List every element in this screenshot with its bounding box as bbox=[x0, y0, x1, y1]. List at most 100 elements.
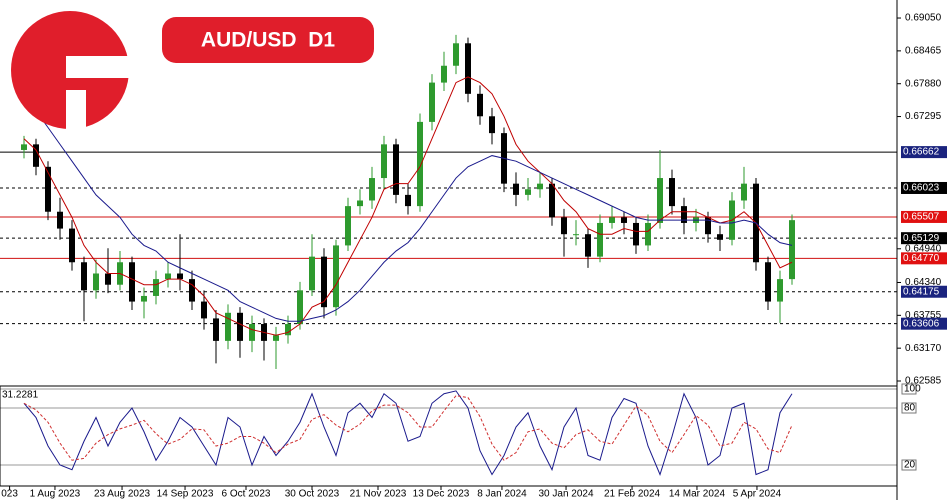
level-box bbox=[901, 285, 947, 298]
candle-body bbox=[669, 178, 675, 207]
candle-body bbox=[561, 217, 567, 235]
y-tick-label: 0.64940 bbox=[905, 243, 942, 254]
candle-body bbox=[621, 217, 627, 223]
x-tick-label: 8 Jan 2024 bbox=[477, 489, 527, 500]
candle-body bbox=[357, 200, 363, 207]
x-tick-label: 14 Sep 2023 bbox=[157, 489, 214, 500]
candle-body bbox=[333, 245, 339, 308]
candle-body bbox=[321, 256, 327, 308]
candle-body bbox=[165, 273, 171, 280]
y-tick-label: 80 bbox=[904, 403, 916, 414]
candle-body bbox=[537, 183, 543, 190]
candle-body bbox=[273, 335, 279, 341]
candle-body bbox=[513, 183, 519, 195]
candle-body bbox=[477, 93, 483, 117]
candle-body bbox=[765, 262, 771, 302]
candle-body bbox=[309, 256, 315, 291]
candle-body bbox=[393, 144, 399, 195]
candle-body bbox=[297, 290, 303, 325]
candle-body bbox=[717, 234, 723, 240]
x-tick-label: 30 Oct 2023 bbox=[285, 489, 340, 500]
candle-body bbox=[153, 279, 159, 296]
candle-body bbox=[585, 234, 591, 257]
level-box bbox=[901, 146, 947, 159]
y-tick-label: 100 bbox=[904, 384, 921, 395]
level-box bbox=[901, 210, 947, 223]
candle-body bbox=[741, 183, 747, 201]
candle-body bbox=[681, 206, 687, 223]
y-tick-label: 0.64340 bbox=[905, 277, 942, 288]
x-tick-label: 14 Mar 2024 bbox=[669, 489, 726, 500]
candle-body bbox=[69, 228, 75, 263]
y-tick-box bbox=[901, 383, 917, 395]
candle-body bbox=[189, 279, 195, 302]
title-badge bbox=[162, 17, 374, 63]
candle-body bbox=[465, 43, 471, 94]
x-tick-label: 23 Aug 2023 bbox=[94, 489, 151, 500]
x-tick-label: 13 Dec 2023 bbox=[413, 489, 470, 500]
candle-body bbox=[489, 116, 495, 134]
x-tick-label: 21 Nov 2023 bbox=[350, 489, 407, 500]
candle-body bbox=[225, 312, 231, 341]
candle-body bbox=[633, 222, 639, 246]
logo bbox=[11, 11, 132, 132]
level-label: 0.65507 bbox=[903, 212, 940, 223]
candle-body bbox=[777, 279, 783, 302]
oscillator-line bbox=[23, 395, 793, 461]
candle-body bbox=[33, 144, 39, 167]
candle-body bbox=[21, 144, 27, 150]
candle-body bbox=[177, 273, 183, 280]
candle-body bbox=[201, 301, 207, 319]
level-box bbox=[901, 181, 947, 194]
candle-body bbox=[405, 194, 411, 207]
candle-body bbox=[441, 65, 447, 83]
level-label: 0.64175 bbox=[903, 286, 940, 297]
candle-body bbox=[141, 295, 147, 302]
y-tick-label: 0.67880 bbox=[905, 78, 942, 89]
candle-body bbox=[237, 312, 243, 341]
x-tick-label: 5 Apr 2024 bbox=[733, 489, 782, 500]
candle-body bbox=[81, 262, 87, 291]
level-label: 0.65129 bbox=[903, 233, 940, 244]
candle-body bbox=[597, 222, 603, 257]
indicator-label: 31.2281 bbox=[2, 390, 39, 401]
candle-body bbox=[93, 273, 99, 291]
candle-body bbox=[789, 220, 795, 280]
level-label: 0.64770 bbox=[903, 253, 940, 264]
x-tick-label: 1 Aug 2023 bbox=[30, 489, 81, 500]
candle-body bbox=[213, 318, 219, 341]
candle-body bbox=[381, 144, 387, 179]
plot-area bbox=[0, 34, 897, 476]
candle-body bbox=[657, 178, 663, 223]
x-tick-label: 6 Oct 2023 bbox=[222, 489, 271, 500]
level-box bbox=[901, 317, 947, 330]
candle-body bbox=[453, 43, 459, 66]
level-label: 0.63606 bbox=[903, 318, 940, 329]
candle-body bbox=[249, 324, 255, 341]
candle-body bbox=[609, 217, 615, 223]
y-tick-label: 0.62585 bbox=[905, 376, 942, 387]
y-tick-box bbox=[901, 459, 917, 471]
candle-body bbox=[105, 273, 111, 285]
x-tick-label: 21 Feb 2024 bbox=[604, 489, 661, 500]
y-tick-box bbox=[901, 402, 917, 414]
candle-body bbox=[45, 166, 51, 212]
y-tick-label: 0.68465 bbox=[905, 46, 942, 57]
candle-body bbox=[417, 121, 423, 207]
level-label: 0.66023 bbox=[903, 183, 940, 194]
y-tick-label: 0.63755 bbox=[905, 310, 942, 321]
chart-title: AUD/USD D1 bbox=[201, 29, 336, 52]
moving-average bbox=[23, 99, 793, 322]
candle-body bbox=[645, 222, 651, 246]
moving-average bbox=[23, 76, 793, 336]
candle-body bbox=[549, 183, 555, 218]
y-tick-label: 0.69050 bbox=[905, 13, 942, 24]
y-tick-label: 0.63170 bbox=[905, 343, 942, 354]
candle-body bbox=[429, 82, 435, 122]
logo-cut bbox=[66, 90, 86, 132]
y-tick-label: 20 bbox=[904, 460, 916, 471]
oscillator-line bbox=[23, 390, 793, 476]
candle-body bbox=[129, 262, 135, 302]
